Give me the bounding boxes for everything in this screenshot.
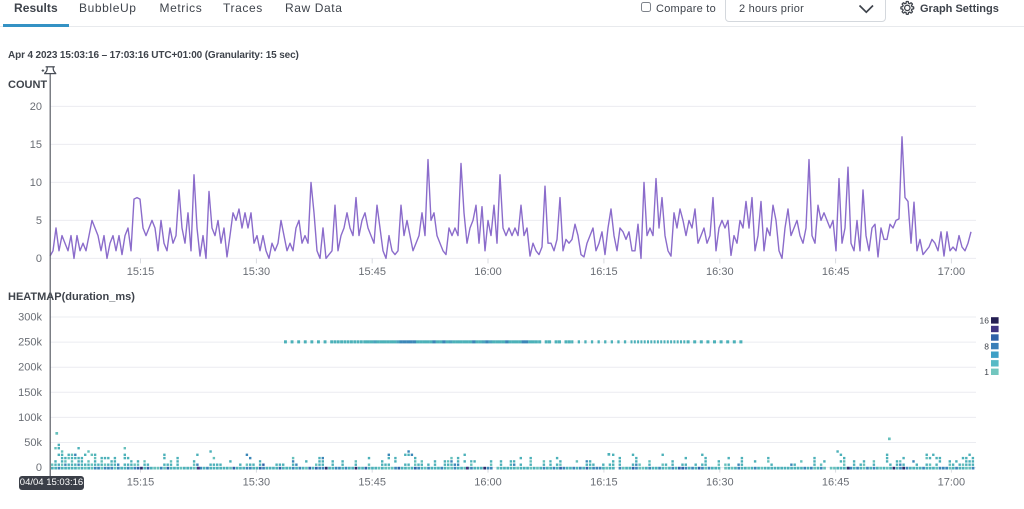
svg-text:0: 0 [36, 253, 42, 265]
svg-text:250k: 250k [18, 337, 42, 349]
svg-text:15:30: 15:30 [243, 266, 271, 278]
svg-text:17:00: 17:00 [938, 477, 966, 489]
svg-text:15:45: 15:45 [358, 477, 386, 489]
svg-text:300k: 300k [18, 312, 42, 324]
svg-text:20: 20 [30, 101, 42, 113]
svg-text:16:30: 16:30 [706, 266, 734, 278]
svg-text:15:15: 15:15 [127, 266, 155, 278]
svg-text:15:15: 15:15 [127, 477, 155, 489]
svg-text:100k: 100k [18, 412, 42, 424]
svg-text:16:00: 16:00 [474, 477, 502, 489]
svg-text:16: 16 [980, 316, 990, 326]
svg-text:16:45: 16:45 [822, 477, 850, 489]
svg-text:1: 1 [984, 367, 989, 377]
svg-text:15:45: 15:45 [358, 266, 386, 278]
svg-text:50k: 50k [24, 437, 42, 449]
svg-text:15:30: 15:30 [243, 477, 271, 489]
svg-text:200k: 200k [18, 362, 42, 374]
svg-text:16:15: 16:15 [590, 266, 618, 278]
svg-text:5: 5 [36, 215, 42, 227]
svg-text:16:45: 16:45 [822, 266, 850, 278]
svg-text:150k: 150k [18, 387, 42, 399]
svg-text:17:00: 17:00 [938, 266, 966, 278]
svg-text:8: 8 [984, 341, 989, 351]
svg-text:16:00: 16:00 [474, 266, 502, 278]
svg-text:15: 15 [30, 139, 42, 151]
svg-text:10: 10 [30, 177, 42, 189]
svg-text:0: 0 [36, 462, 42, 474]
svg-text:16:30: 16:30 [706, 477, 734, 489]
svg-text:16:15: 16:15 [590, 477, 618, 489]
